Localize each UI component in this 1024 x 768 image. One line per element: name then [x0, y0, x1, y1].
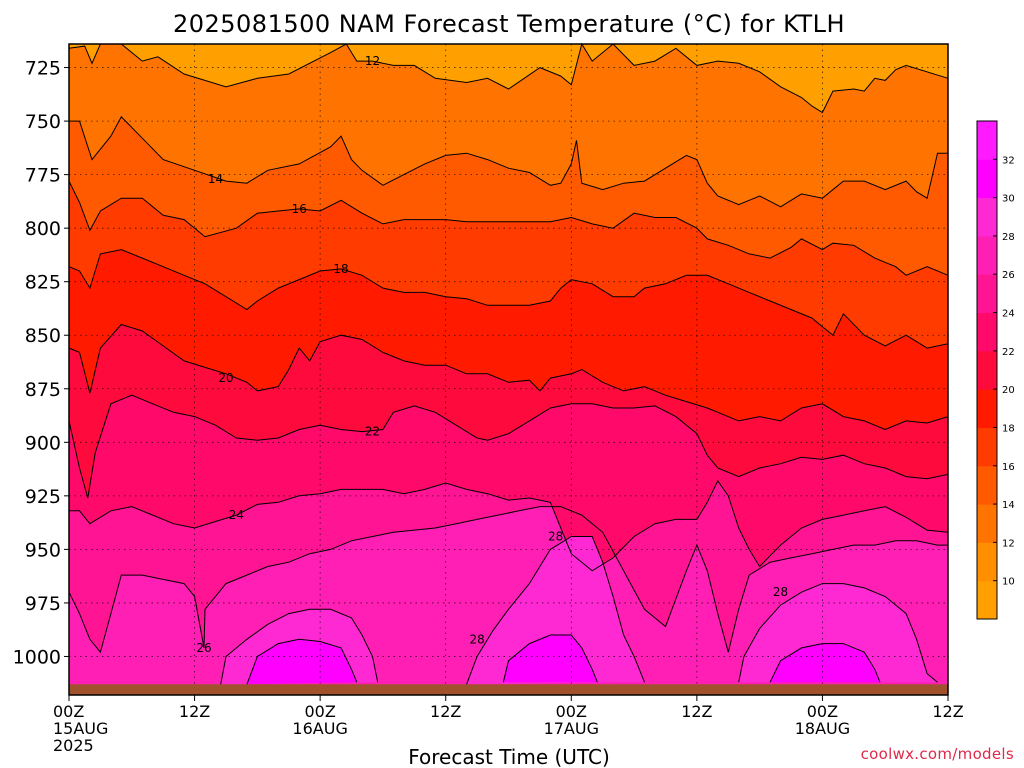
y-tick-label-1000: 1000 — [13, 646, 61, 668]
colorbar-band-4 — [977, 427, 997, 467]
fill-band-14 — [69, 44, 948, 207]
contour-28-8 — [220, 608, 379, 685]
fill-pocket-30-4 — [503, 635, 598, 683]
contour-label-26-7: 26 — [196, 641, 211, 655]
temperature-fill — [69, 44, 948, 695]
ground-band — [69, 684, 948, 695]
chart-title: 2025081500 NAM Forecast Temperature (°C)… — [173, 10, 845, 38]
contour-28-9 — [466, 536, 645, 685]
plot-area: 12 14 16 18 20 22 24 26 28 28 28 — [68, 42, 949, 696]
contour-label-18-3: 18 — [333, 262, 348, 276]
colorbar-label-22: 22 — [1002, 347, 1015, 358]
contour-label-28-9: 28 — [548, 530, 563, 544]
contour-label-24-6: 24 — [229, 508, 244, 522]
contour-28-10 — [738, 583, 938, 683]
y-tick-label-900: 900 — [25, 432, 61, 454]
colorbar-band-9 — [977, 235, 997, 275]
y-tick-label-775: 775 — [25, 165, 61, 187]
contour-12-0 — [68, 42, 949, 114]
contour-24-6 — [69, 479, 949, 572]
x-tick-label-84-1: 12Z — [932, 702, 963, 721]
colorbar-band-12 — [977, 121, 997, 160]
contour-label-20-4: 20 — [218, 371, 233, 385]
contour-label-16-2: 16 — [292, 202, 307, 216]
x-tick-label-72-1: 00Z — [807, 702, 838, 721]
contour-20-4 — [68, 323, 949, 431]
contour-22-5 — [68, 394, 949, 499]
x-axis-label: Forecast Time (UTC) — [408, 745, 610, 768]
colorbar-label-28: 28 — [1002, 232, 1015, 243]
plot-frame — [68, 43, 949, 696]
colorbar-label-26: 26 — [1002, 270, 1015, 281]
colorbar-frame — [976, 120, 998, 620]
colorbar-band-11 — [977, 159, 997, 199]
contour-30-13 — [769, 643, 881, 683]
colorbar-band-10 — [977, 197, 997, 237]
colorbar-band-5 — [977, 389, 997, 428]
contour-16-2 — [68, 180, 949, 276]
y-tick-label-975: 975 — [25, 593, 61, 615]
ground-rect — [69, 684, 948, 695]
x-tick-label-0-3: 2025 — [53, 736, 94, 755]
contour-18-3 — [68, 249, 949, 349]
colorbar-band-6 — [977, 350, 997, 390]
y-tick-label-750: 750 — [25, 111, 61, 133]
colorbar-label-16: 16 — [1002, 462, 1015, 473]
contour-lines: 12 14 16 18 20 22 24 26 28 28 28 — [68, 42, 949, 685]
fill-pocket-28-1 — [466, 536, 645, 685]
contour-label-28-8: 28 — [469, 632, 484, 646]
colorbar-label-32: 32 — [1002, 155, 1015, 166]
colorbar-band-2 — [977, 504, 997, 543]
colorbar-label-30: 30 — [1002, 194, 1015, 205]
colorbar-label-20: 20 — [1002, 385, 1015, 396]
fill-pocket-30-5 — [770, 643, 880, 683]
contour-label-28-10: 28 — [773, 585, 788, 599]
y-axis: 725 750 775 800 825 850 875 900 925 950 975 1000 — [13, 58, 69, 668]
contour-26-7 — [68, 506, 948, 654]
x-tick-label-48-2: 17AUG — [544, 719, 599, 738]
colorbar-band-3 — [977, 465, 997, 505]
contour-label-12-0: 12 — [365, 54, 380, 68]
y-tick-label-725: 725 — [25, 58, 61, 80]
x-tick-label-48-1: 00Z — [556, 702, 587, 721]
contour-14-1 — [69, 115, 948, 208]
contour-30-11 — [246, 638, 358, 685]
x-tick-label-36-1: 12Z — [430, 702, 461, 721]
fill-band-10 — [69, 44, 948, 113]
credit-text: coolwx.com/models — [861, 745, 1014, 763]
x-tick-label-12-1: 12Z — [179, 702, 210, 721]
colorbar-label-14: 14 — [1002, 500, 1015, 511]
x-tick-label-24-2: 16AUG — [292, 719, 347, 738]
contour-label-22-5: 22 — [365, 425, 380, 439]
colorbar-band-7 — [977, 312, 997, 352]
colorbar-legend: 10 12 14 16 18 20 22 24 26 28 30 32 — [976, 120, 1015, 620]
x-tick-label-0-1: 00Z — [53, 702, 84, 721]
x-tick-label-60-1: 12Z — [681, 702, 712, 721]
contour-label-14-1: 14 — [208, 172, 223, 186]
y-tick-label-925: 925 — [25, 486, 61, 508]
y-tick-label-825: 825 — [25, 272, 61, 294]
colorbar-label-18: 18 — [1002, 423, 1015, 434]
colorbar-band-1 — [977, 542, 997, 582]
x-tick-label-0-2: 15AUG — [53, 719, 108, 738]
y-tick-label-800: 800 — [25, 218, 61, 240]
fill-pocket-30-3 — [246, 639, 357, 685]
contour-30-12 — [502, 634, 598, 683]
colorbar-label-12: 12 — [1002, 538, 1015, 549]
y-tick-label-875: 875 — [25, 379, 61, 401]
colorbar-band-0 — [977, 580, 997, 620]
colorbar-label-10: 10 — [1002, 577, 1015, 588]
y-tick-label-850: 850 — [25, 325, 61, 347]
colorbar-label-24: 24 — [1002, 309, 1015, 320]
x-tick-label-72-2: 18AUG — [795, 719, 850, 738]
y-tick-label-950: 950 — [25, 539, 61, 561]
colorbar-band-8 — [977, 274, 997, 314]
x-tick-label-24-1: 00Z — [304, 702, 335, 721]
